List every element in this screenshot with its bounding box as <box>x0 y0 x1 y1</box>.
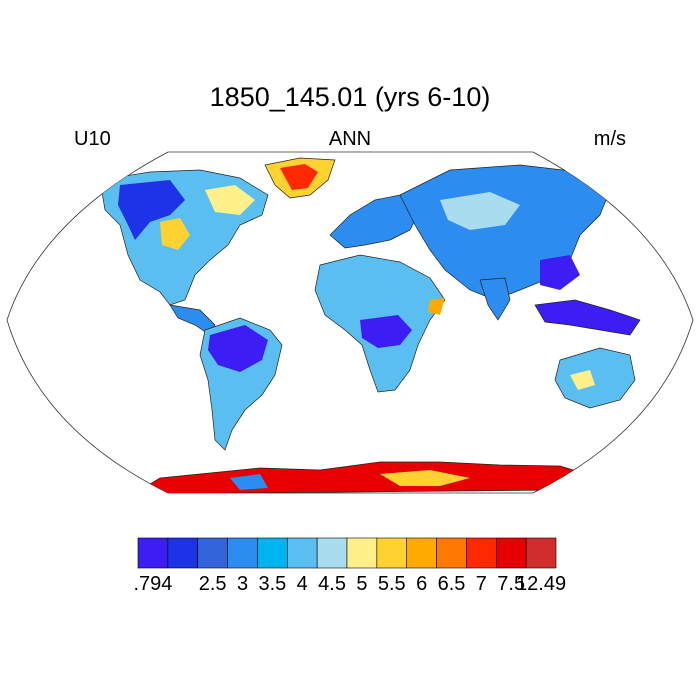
congo-low <box>360 315 412 348</box>
australia <box>554 347 636 409</box>
colorbar-tick-label: .794 <box>133 573 172 595</box>
greenland-high <box>280 164 318 190</box>
colorbar-tick-label: 3.5 <box>258 573 286 595</box>
season-label: ANN <box>328 128 372 150</box>
colorbar-box <box>436 537 467 569</box>
plot-title: 1850_145.01 (yrs 6-10) <box>209 82 491 112</box>
colorbar-tick-label: 2.5 <box>199 573 227 595</box>
colorbar-box <box>376 537 408 569</box>
canada-east-yellow <box>205 185 255 215</box>
colorbar-tick-label: 7 <box>476 573 487 595</box>
antarctica-blue <box>230 474 268 490</box>
maritime-continent <box>534 299 641 336</box>
colorbar-box <box>346 537 378 569</box>
units-label: m/s <box>593 128 626 150</box>
colorbar-box <box>525 537 557 569</box>
colorbar-box <box>167 537 199 569</box>
se-asia-low <box>540 255 580 290</box>
colorbar-box <box>227 537 258 569</box>
india <box>479 277 511 321</box>
colorbar-box <box>137 537 169 569</box>
north-america-yellow <box>160 218 190 250</box>
colorbar-tick-label: 12.49 <box>516 573 566 595</box>
colorbar-tick-label: 5 <box>356 573 367 595</box>
colorbar-box <box>286 537 318 569</box>
australia-yellow <box>570 370 595 390</box>
amazon-low <box>208 325 268 372</box>
colorbar-tick-label: 6.5 <box>438 573 466 595</box>
colorbar-box <box>406 537 437 569</box>
colorbar-box <box>257 537 288 569</box>
asia-light <box>440 192 520 230</box>
colorbar-box <box>495 537 527 569</box>
antarctica-yellow <box>380 470 470 486</box>
horn-africa-high <box>428 298 445 315</box>
colorbar-tick-label: 7.5 <box>497 573 525 595</box>
colorbar-tick-label: 5.5 <box>378 573 406 595</box>
colorbar-box <box>197 537 228 569</box>
colorbar-tick-label: 6 <box>416 573 427 595</box>
colorbar-tick-label: 4 <box>297 573 308 595</box>
colorbar-tick-label: 4.5 <box>318 573 346 595</box>
colorbar-tick-label: 3 <box>237 573 248 595</box>
variable-label: U10 <box>74 128 111 150</box>
colorbar-box <box>316 537 348 569</box>
north-america-blue <box>118 180 185 240</box>
colorbar-box <box>466 537 497 569</box>
